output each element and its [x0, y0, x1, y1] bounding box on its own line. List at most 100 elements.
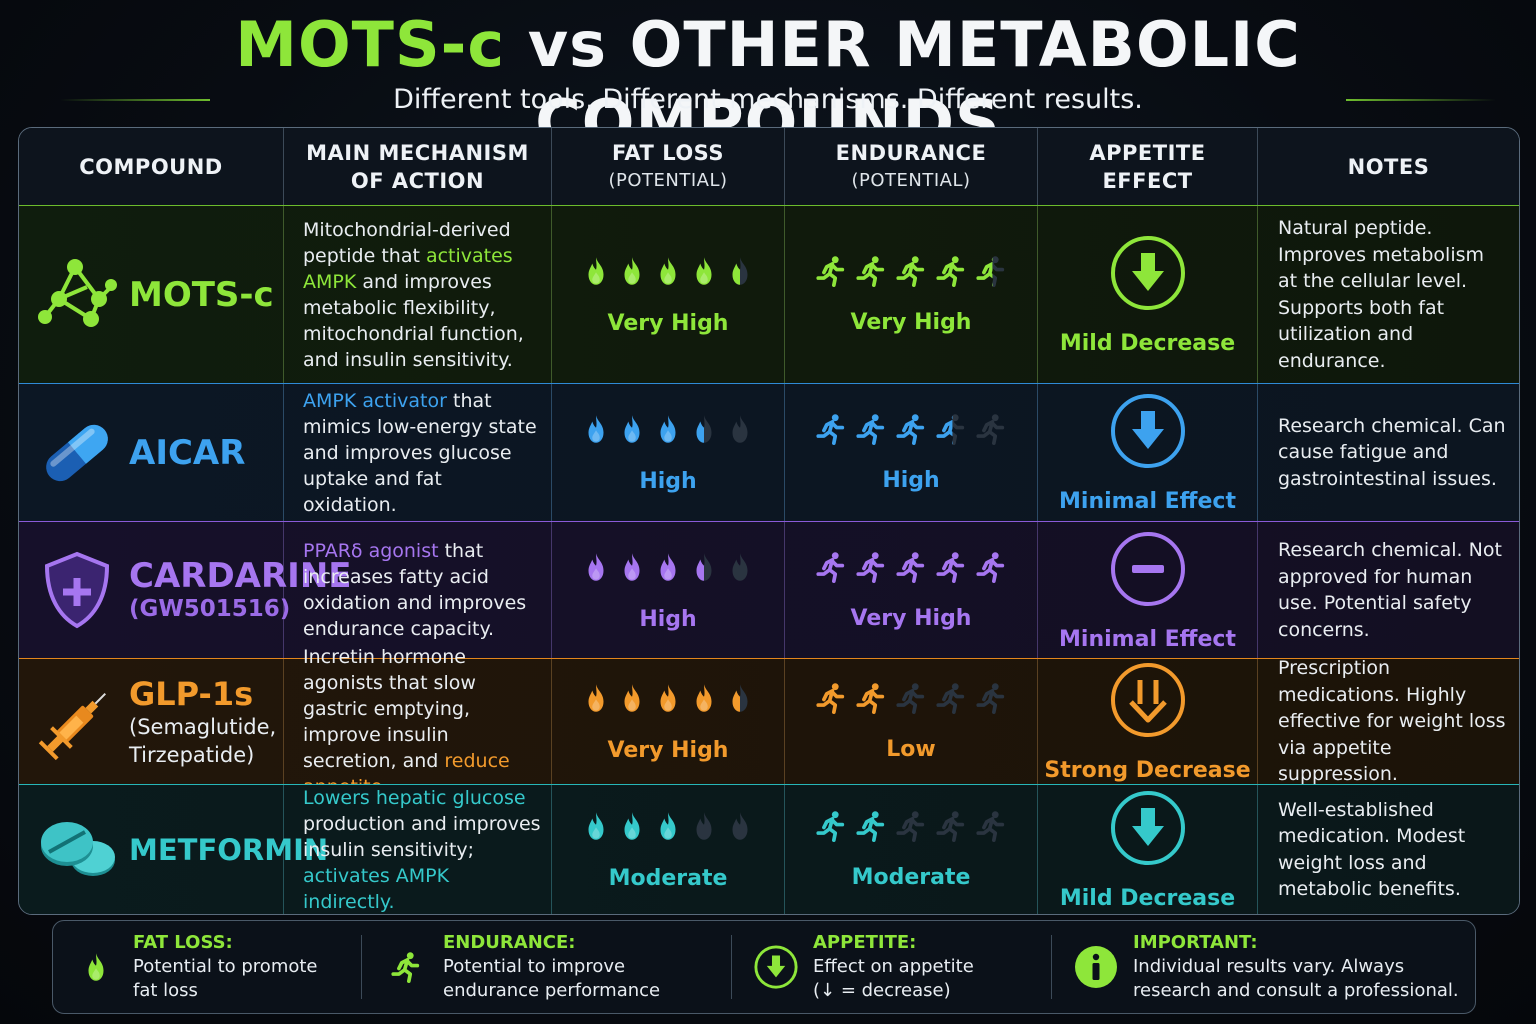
runner-icon: [894, 809, 928, 847]
appetite-cell: Minimal Effect: [1038, 384, 1258, 521]
mechanism-paragraph: AMPK activator that mimics low-energy st…: [303, 388, 541, 518]
flame-icon: [581, 680, 611, 720]
fat-loss-cell: Moderate: [552, 785, 785, 914]
endurance-label: Low: [886, 737, 936, 762]
runner-icon: [974, 550, 1008, 588]
col-header-appetite: APPETITE EFFECT: [1038, 128, 1258, 205]
syringe-icon: [35, 680, 119, 764]
compound-subname: (Semaglutide, Tirzepatide): [129, 714, 277, 767]
flame-icon: [725, 549, 755, 589]
runner-icon: [854, 412, 888, 450]
col-header-mechanism: MAIN MECHANISM OF ACTION: [284, 128, 552, 205]
mechanism-paragraph: Incretin hormone agonists that slow gast…: [303, 644, 541, 800]
col-header-mechanism-line2: OF ACTION: [350, 168, 485, 193]
subtitle-divider-left: [60, 99, 210, 101]
molecule-icon: [35, 253, 119, 337]
legend-divider: [731, 935, 732, 999]
legend-heading: IMPORTANT:: [1133, 932, 1258, 953]
flame-icon: [653, 680, 683, 720]
compound-cell: CARDARINE (GW501516): [19, 522, 352, 658]
flame-icon: [617, 680, 647, 720]
endurance-label: High: [882, 468, 940, 493]
mechanism-text: Mitochondrial-derived peptide that: [303, 218, 511, 267]
legend-heading: ENDURANCE:: [443, 932, 576, 953]
runner-icon: [934, 550, 968, 588]
mechanism-paragraph: Lowers hepatic glucose production and im…: [303, 785, 541, 915]
fat-loss-flames: [581, 411, 755, 451]
legend-text: APPETITE: Effect on appetite (↓ = decrea…: [813, 931, 974, 1003]
comparison-table: COMPOUND MAIN MECHANISM OF ACTION FAT LO…: [18, 127, 1520, 915]
flame-icon: [725, 680, 755, 720]
legend-item: ENDURANCE: Potential to improve enduranc…: [383, 921, 660, 1013]
runner-icon: [383, 944, 429, 990]
compound-name: METFORMIN: [129, 832, 329, 867]
legend-line1: Potential to improve: [443, 956, 626, 977]
flame-icon: [689, 549, 719, 589]
appetite-cell: Strong Decrease: [1038, 659, 1258, 784]
fat-loss-flames: [581, 549, 755, 589]
endurance-cell: High: [785, 384, 1038, 521]
flame-icon: [653, 253, 683, 293]
runner-icon: [974, 254, 1008, 292]
compound-cell: MOTS-c: [19, 206, 284, 383]
arrow-down-icon: [1108, 391, 1188, 475]
flame-icon: [653, 808, 683, 848]
compound-cell: METFORMIN: [19, 785, 328, 914]
mechanism-highlight: activates AMPK indirectly.: [303, 864, 450, 913]
subtitle-divider-right: [1346, 99, 1496, 101]
mechanism-cell: Lowers hepatic glucose production and im…: [284, 785, 552, 914]
notes-cell: Natural peptide. Improves metabolism at …: [1258, 206, 1519, 383]
flame-icon: [617, 549, 647, 589]
arrow-down-icon: [1108, 788, 1188, 872]
mechanism-cell: Incretin hormone agonists that slow gast…: [284, 646, 552, 798]
table-row: CARDARINE (GW501516) PPARδ agonist that i…: [19, 521, 1519, 658]
mechanism-paragraph: Mitochondrial-derived peptide that activ…: [303, 217, 541, 373]
flame-icon: [581, 253, 611, 293]
flame-icon: [689, 808, 719, 848]
endurance-runners: [814, 412, 1008, 450]
notes-cell: Research chemical. Not approved for huma…: [1258, 522, 1519, 658]
runner-icon: [894, 550, 928, 588]
notes-text: Prescription medications. Highly effecti…: [1278, 657, 1506, 786]
runner-icon: [934, 254, 968, 292]
appetite-cell: Mild Decrease: [1038, 206, 1258, 383]
compound-name: MOTS-c: [129, 274, 274, 315]
col-header-fat-loss: FAT LOSS (POTENTIAL): [552, 128, 785, 205]
fat-loss-flames: [581, 808, 755, 848]
fat-loss-label: Very High: [607, 311, 729, 336]
legend-text: ENDURANCE: Potential to improve enduranc…: [443, 931, 660, 1003]
runner-icon: [854, 809, 888, 847]
compound-cell: GLP-1s (Semaglutide, Tirzepatide): [19, 659, 284, 784]
runner-icon: [894, 681, 928, 719]
flame-icon: [689, 680, 719, 720]
mechanism-highlight: PPARδ agonist: [303, 540, 439, 562]
flame-icon: [581, 808, 611, 848]
endurance-cell: Very High: [785, 206, 1038, 383]
arrow-down-icon: [753, 944, 799, 990]
col-header-endurance-sub: (POTENTIAL): [851, 169, 971, 191]
minus-icon: [1108, 529, 1188, 613]
flame-icon: [581, 411, 611, 451]
arrow-down-icon: [1108, 233, 1188, 317]
runner-icon: [814, 681, 848, 719]
legend-item: FAT LOSS: Potential to promote fat loss: [73, 921, 318, 1013]
flame-icon: [581, 549, 611, 589]
runner-icon: [814, 809, 848, 847]
runner-icon: [934, 681, 968, 719]
appetite-label: Minimal Effect: [1059, 626, 1236, 652]
fat-loss-flames: [581, 680, 755, 720]
mechanism-highlight: activates AMPK: [303, 244, 513, 293]
legend-text: IMPORTANT: Individual results vary. Alwa…: [1133, 931, 1459, 1003]
double-arrow-down-icon: [1108, 660, 1188, 744]
col-header-compound-label: COMPOUND: [79, 154, 223, 179]
appetite-label: Strong Decrease: [1044, 758, 1251, 783]
flame-icon: [653, 411, 683, 451]
mechanism-cell: PPARδ agonist that increases fatty acid …: [284, 522, 552, 658]
flame-icon: [617, 253, 647, 293]
fat-loss-cell: Very High: [552, 206, 785, 383]
endurance-cell: Moderate: [785, 785, 1038, 914]
flame-icon: [73, 944, 119, 990]
fat-loss-cell: High: [552, 522, 785, 658]
compound-name-block: MOTS-c: [129, 276, 274, 314]
fat-loss-label: Very High: [607, 738, 729, 763]
